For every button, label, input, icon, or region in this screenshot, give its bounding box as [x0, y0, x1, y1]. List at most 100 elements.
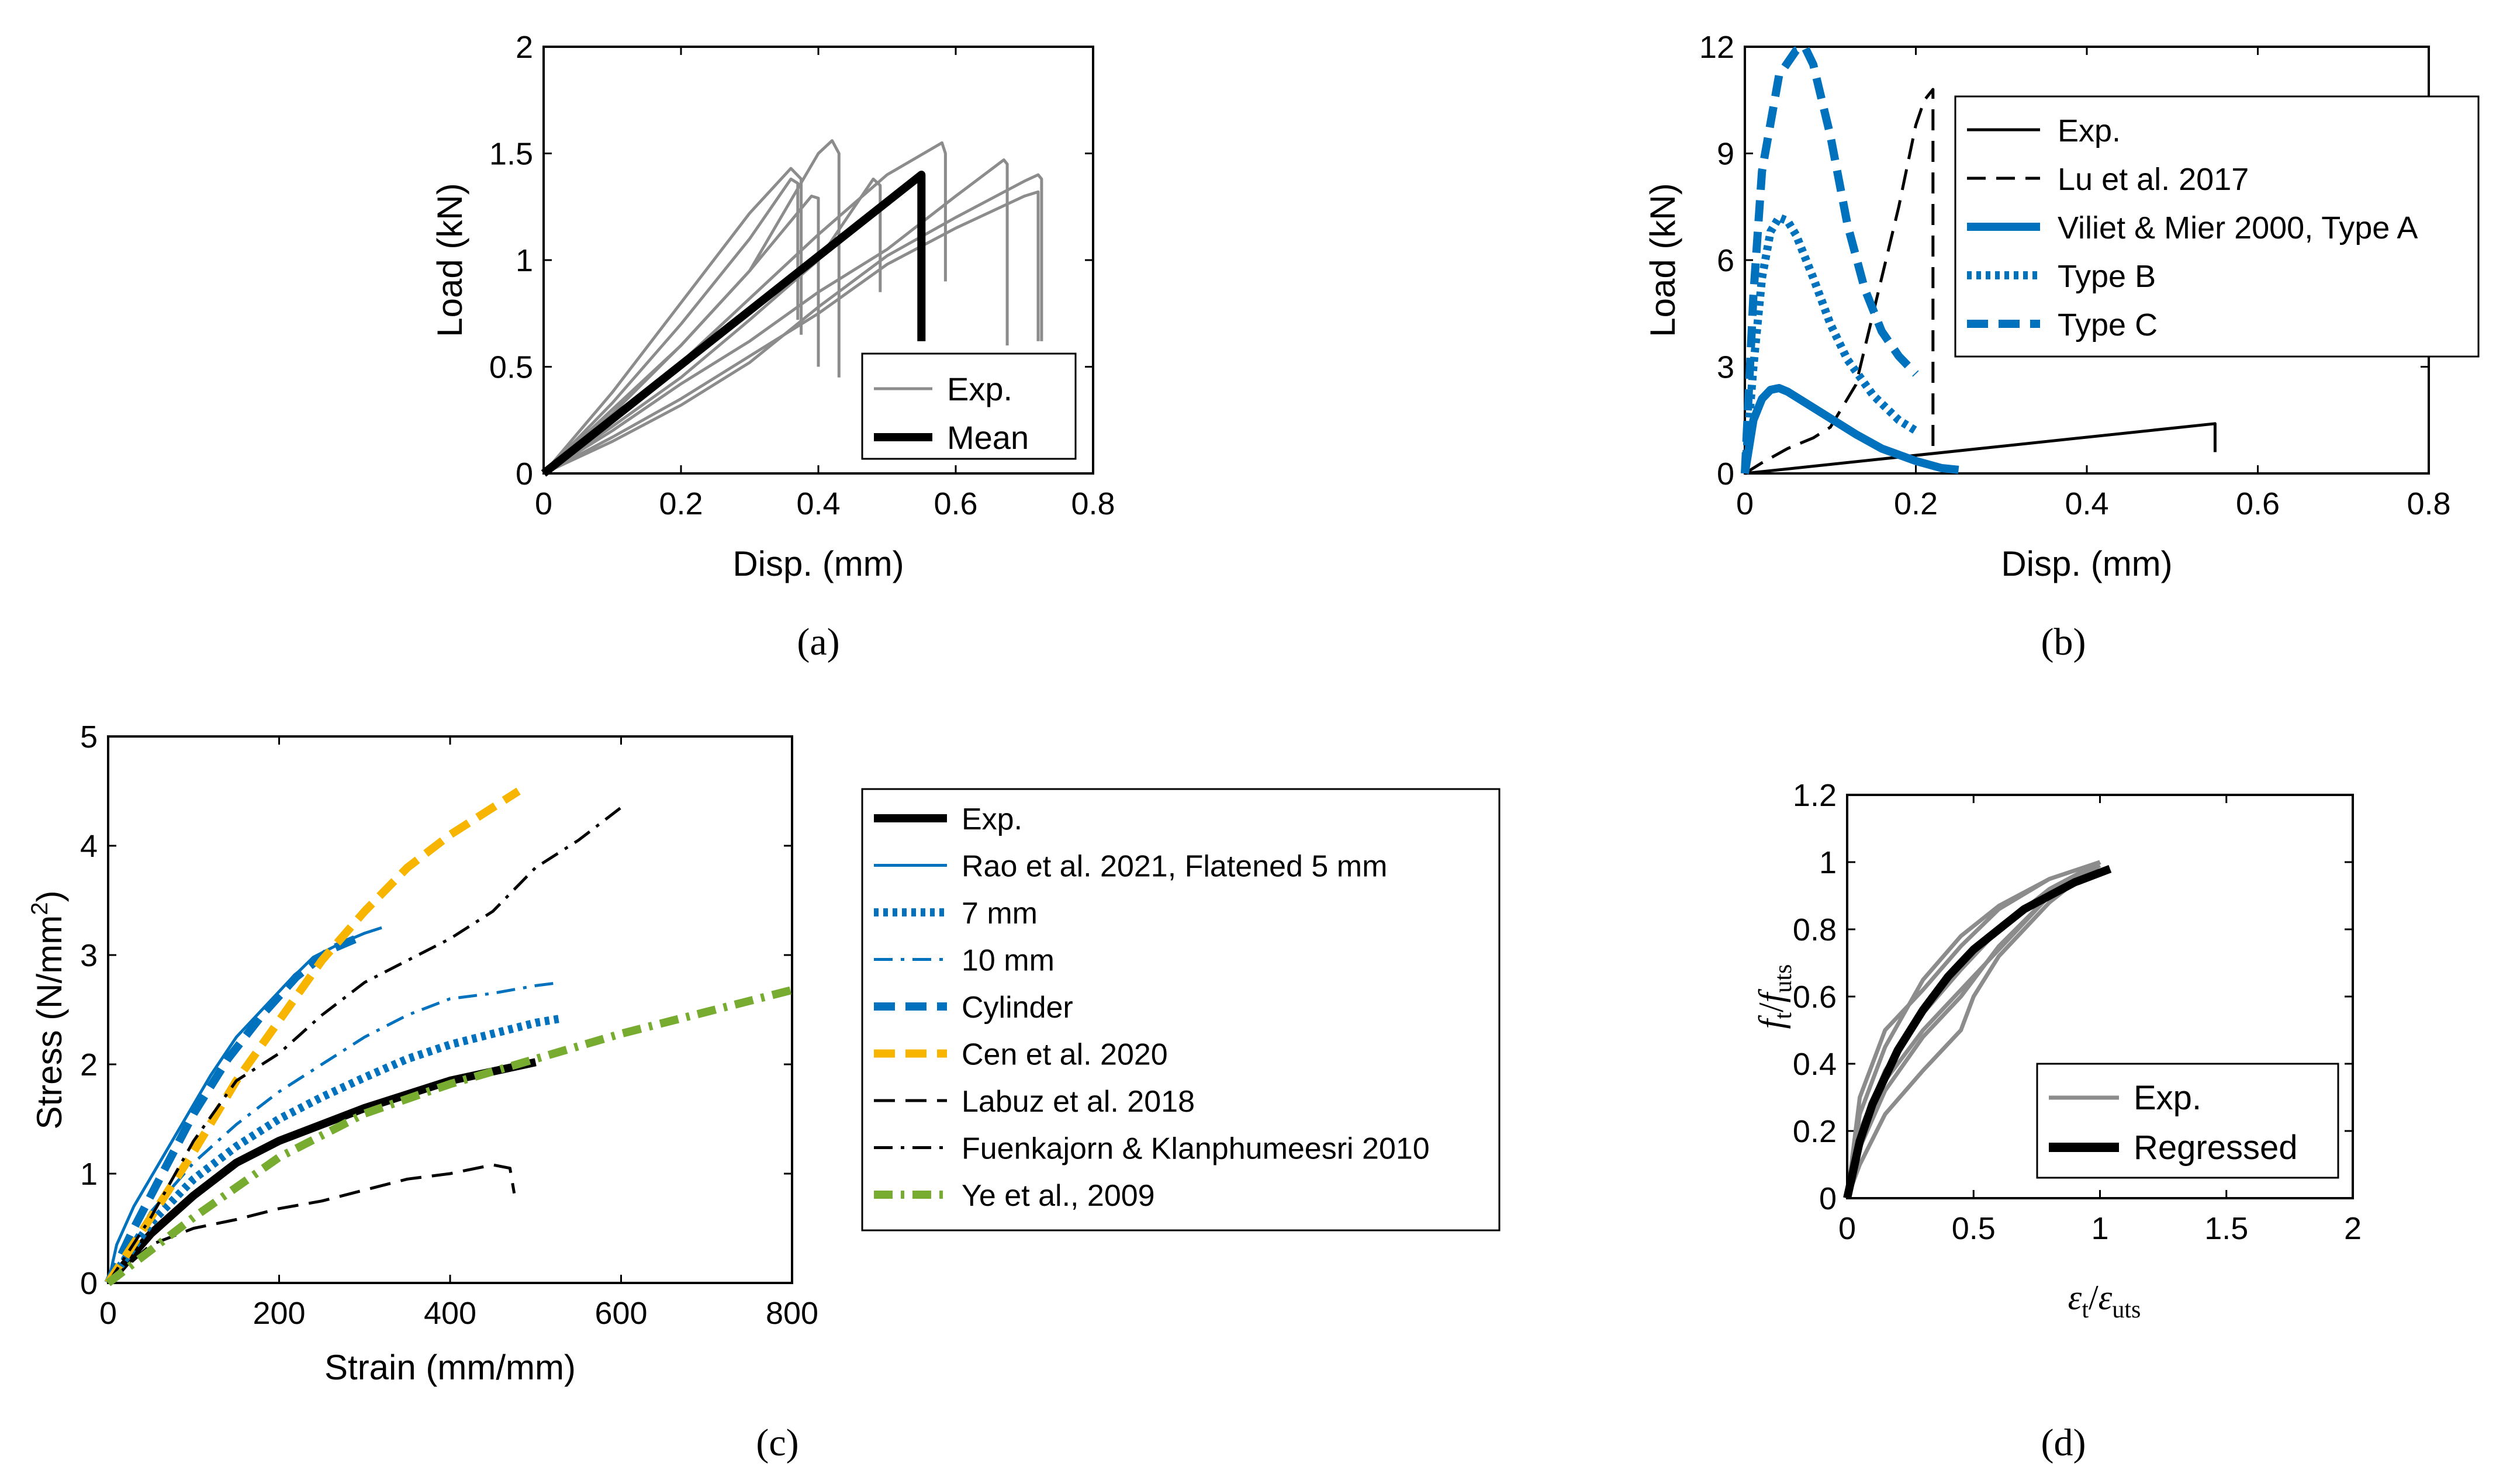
series-line-c-2	[105, 1014, 562, 1286]
legend-label-b-4: Type C	[2058, 307, 2158, 343]
series-line-a-6	[542, 173, 1043, 475]
series-line-c-5	[105, 787, 521, 1285]
series-d	[1843, 860, 2112, 1199]
y-axis-label-c-sup: 2	[27, 902, 53, 915]
x-axis-label-d: εt/εuts	[2068, 1278, 2141, 1323]
y-tick-label-d-4: 0.8	[1793, 912, 1837, 947]
legend-c: Exp. Rao et al. 2021, Flatened 5 mm 7 mm 10…	[861, 788, 1501, 1232]
series-line-a-2	[542, 139, 841, 475]
x-tick-label-b-0: 0	[1736, 486, 1754, 521]
ticks-a: 0 0.2 0.4 0.6 0.8 0 0.5 1 1.5 2	[489, 30, 1115, 521]
legend-label-c-4: Cylinder	[962, 991, 1073, 1025]
series-line-a-9	[541, 171, 926, 477]
legend-a: Exp. Mean	[861, 352, 1077, 460]
legend-label-b-3: Type B	[2058, 259, 2156, 294]
series-line-d-6	[1843, 864, 2112, 1199]
y-axis-label-c-main: Stress (N/mm	[30, 915, 69, 1130]
x-label-d-b: ε	[2099, 1278, 2113, 1317]
x-tick-label-d-0: 0	[1838, 1211, 1856, 1246]
y-tick-label-c-0: 0	[80, 1266, 98, 1301]
series-line-d-3	[1845, 860, 2101, 1199]
y-tick-label-a-3: 1.5	[489, 137, 533, 172]
y-tick-label-c-2: 2	[80, 1047, 98, 1082]
x-label-d-b-sub: uts	[2112, 1296, 2141, 1323]
y-tick-label-d-6: 1.2	[1793, 778, 1837, 813]
panel-label-b: (b)	[2041, 621, 2086, 663]
y-axis-label-b: Load (kN)	[1643, 183, 1682, 337]
series-line-b-2	[1741, 384, 1959, 475]
x-tick-label-b-1: 0.2	[1894, 486, 1938, 521]
x-tick-label-c-2: 400	[424, 1296, 476, 1331]
legend-label-a-1: Mean	[947, 419, 1029, 456]
series-line-b-1	[1744, 88, 1935, 475]
legend-label-d-0: Exp.	[2134, 1079, 2201, 1117]
legend-label-c-0: Exp.	[962, 802, 1022, 836]
x-tick-label-a-2: 0.4	[796, 486, 840, 521]
x-tick-label-a-3: 0.6	[934, 486, 977, 521]
x-tick-label-a-4: 0.8	[1071, 486, 1115, 521]
y-tick-label-b-0: 0	[1717, 456, 1734, 492]
x-tick-label-b-2: 0.4	[2065, 486, 2108, 521]
y-tick-label-c-1: 1	[80, 1157, 98, 1192]
series-line-d-4	[1845, 860, 2101, 1199]
x-tick-label-b-3: 0.6	[2236, 486, 2280, 521]
series-line-c-3	[106, 981, 562, 1284]
y-axis-label-c-end: )	[30, 891, 69, 902]
x-axis-label-b: Disp. (mm)	[2001, 544, 2172, 583]
legend-label-b-1: Lu et al. 2017	[2058, 162, 2249, 197]
ticks-c: 0 200 400 600 800 0 1 2 3 4 5	[80, 719, 818, 1331]
y-tick-label-c-3: 3	[80, 938, 98, 973]
x-tick-label-a-0: 0	[535, 486, 552, 521]
x-tick-label-d-2: 1	[2091, 1211, 2108, 1246]
legend-label-c-5: Cen et al. 2020	[962, 1038, 1168, 1072]
y-axis-label-c: Stress (N/mm2)	[27, 891, 69, 1130]
series-line-a-0	[542, 167, 803, 475]
y-tick-label-c-4: 4	[80, 829, 98, 864]
y-tick-label-b-2: 6	[1717, 243, 1734, 278]
y-label-d-a-sub: t	[1770, 1012, 1797, 1019]
y-tick-label-d-1: 0.2	[1793, 1114, 1837, 1149]
y-tick-label-b-4: 12	[1699, 30, 1734, 65]
legend-label-c-3: 10 mm	[962, 944, 1055, 978]
x-axis-label-a: Disp. (mm)	[732, 544, 904, 583]
y-label-d-slash: /	[1752, 1002, 1790, 1012]
legend-c-items: Exp. Rao et al. 2021, Flatened 5 mm 7 mm 10…	[874, 802, 1430, 1213]
legend-label-c-8: Ye et al., 2009	[962, 1179, 1155, 1213]
x-tick-label-c-0: 0	[99, 1296, 117, 1331]
legend-b: Exp. Lu et al. 2017 Viliet & Mier 2000, …	[1954, 95, 2480, 358]
series-line-c-8	[105, 986, 793, 1286]
panel-label-d: (d)	[2041, 1421, 2086, 1464]
panel-a: 0 0.2 0.4 0.6 0.8 0 0.5 1 1.5 2 Disp. (mm) Load (…	[430, 30, 1115, 663]
y-axis-label-a: Load (kN)	[430, 183, 469, 337]
x-tick-label-b-4: 0.8	[2407, 486, 2450, 521]
x-tick-label-c-4: 800	[766, 1296, 818, 1331]
legend-label-a-0: Exp.	[947, 371, 1012, 407]
series-line-c-0	[105, 1058, 537, 1286]
y-axis-label-d: ft/futs	[1752, 964, 1797, 1029]
plot-area-c	[107, 735, 793, 1284]
ticks-d: 0 0.5 1 1.5 2 0 0.2 0.4 0.6 0.8 1 1.2	[1793, 778, 2362, 1246]
series-line-a-7	[542, 190, 1040, 475]
y-tick-label-a-4: 2	[516, 30, 533, 65]
series-b	[1741, 43, 2217, 475]
y-tick-label-b-3: 9	[1717, 137, 1734, 172]
y-tick-label-b-1: 3	[1717, 350, 1734, 385]
y-tick-label-d-3: 0.6	[1793, 980, 1837, 1015]
panel-d: 0 0.5 1 1.5 200.20.40.60.811.2 εt/εuts ft/fu…	[1752, 778, 2362, 1464]
x-label-d-slash: /	[2089, 1278, 2099, 1317]
legend-d: Exp. Regressed	[2036, 1063, 2339, 1179]
x-label-d-a-sub: t	[2082, 1296, 2089, 1323]
y-tick-label-d-5: 1	[1819, 845, 1837, 880]
y-label-d-b-sub: uts	[1770, 964, 1797, 993]
series-line-a-3	[542, 177, 882, 475]
x-axis-label-c: Strain (mm/mm)	[324, 1348, 576, 1387]
panel-c: 0 200 400 600 800 0 1 2 3 4 5 Strain (mm/mm) Stres…	[27, 719, 1501, 1464]
x-tick-label-d-3: 1.5	[2204, 1211, 2248, 1246]
panel-label-a: (a)	[797, 621, 839, 663]
x-tick-label-c-3: 600	[594, 1296, 647, 1331]
panel-label-c: (c)	[756, 1421, 798, 1464]
series-c	[104, 787, 793, 1286]
series-line-c-6	[107, 1163, 516, 1284]
y-tick-label-c-5: 5	[80, 719, 98, 755]
